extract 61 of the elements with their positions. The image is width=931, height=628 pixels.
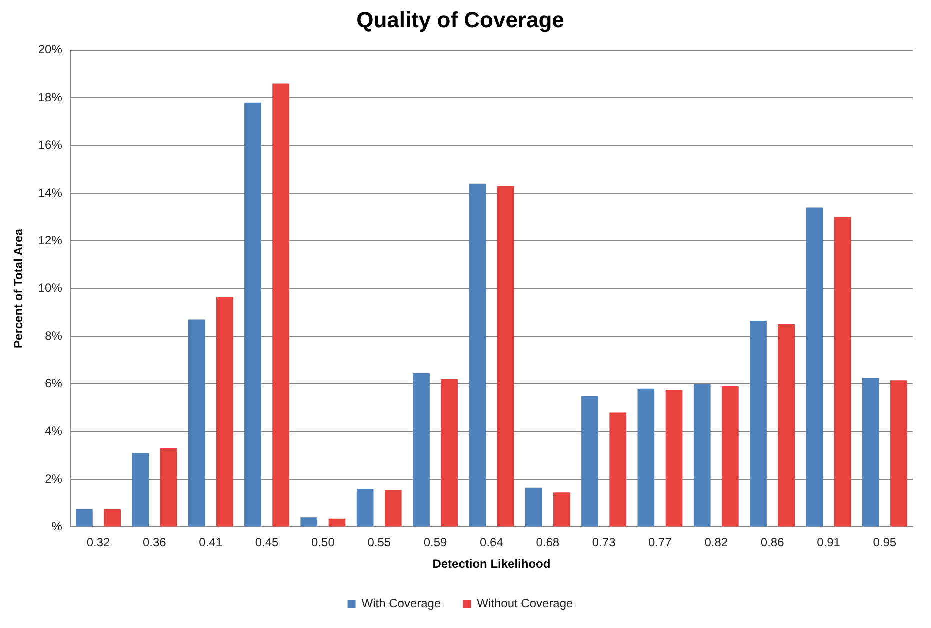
legend-label: With Coverage bbox=[362, 596, 442, 610]
bar bbox=[104, 509, 121, 527]
x-tick-label: 0.86 bbox=[760, 536, 785, 550]
bar bbox=[834, 217, 852, 527]
x-tick-label: 0.64 bbox=[480, 536, 504, 550]
bar bbox=[497, 186, 514, 527]
bar bbox=[778, 324, 796, 527]
bar bbox=[216, 297, 234, 527]
x-tick-label: 0.45 bbox=[255, 536, 280, 550]
y-tick-label: % bbox=[52, 520, 63, 534]
y-tick-label: 14% bbox=[38, 186, 63, 200]
bar bbox=[610, 412, 627, 527]
y-tick-label: 6% bbox=[45, 376, 63, 390]
x-tick-label: 0.41 bbox=[199, 536, 223, 550]
x-tick-label: 0.95 bbox=[873, 536, 897, 550]
bar bbox=[722, 386, 739, 527]
bar bbox=[384, 490, 402, 527]
x-tick-label: 0.91 bbox=[817, 536, 841, 550]
x-axis-title: Detection Likelihood bbox=[432, 557, 551, 572]
bar bbox=[862, 378, 880, 527]
bar bbox=[413, 373, 430, 527]
bar bbox=[806, 208, 824, 527]
bar bbox=[160, 448, 178, 527]
bar bbox=[356, 489, 374, 527]
bar bbox=[300, 518, 318, 527]
bar bbox=[76, 509, 93, 527]
legend-label: Without Coverage bbox=[477, 596, 574, 610]
x-tick-label: 0.32 bbox=[86, 536, 111, 550]
bar bbox=[638, 388, 655, 527]
y-tick-label: 4% bbox=[45, 424, 63, 438]
bar bbox=[188, 320, 206, 527]
y-tick-label: 10% bbox=[38, 281, 63, 296]
bar bbox=[750, 320, 767, 527]
x-tick-label: 0.50 bbox=[312, 536, 336, 550]
x-tick-label: 0.77 bbox=[648, 536, 672, 550]
y-axis-title: Percent of Total Area bbox=[12, 228, 26, 348]
x-tick-label: 0.82 bbox=[704, 536, 728, 550]
bar bbox=[272, 84, 290, 527]
bar bbox=[582, 396, 598, 527]
bar bbox=[694, 384, 711, 527]
bar bbox=[441, 379, 458, 527]
y-tick-label: 8% bbox=[45, 328, 63, 343]
y-tick-label: 18% bbox=[38, 90, 63, 104]
y-tick-label: 16% bbox=[38, 138, 63, 152]
bar bbox=[469, 184, 486, 527]
x-tick-label: 0.68 bbox=[536, 536, 560, 550]
x-tick-label: 0.73 bbox=[592, 536, 616, 550]
bar bbox=[525, 488, 542, 527]
bar bbox=[328, 518, 346, 527]
x-tick-label: 0.59 bbox=[424, 536, 448, 550]
chart-title: Quality of Coverage bbox=[356, 7, 564, 32]
bar bbox=[244, 102, 262, 527]
bar bbox=[666, 390, 683, 527]
y-tick-label: 12% bbox=[38, 233, 63, 248]
x-tick-label: 0.55 bbox=[368, 536, 392, 550]
y-tick-label: 20% bbox=[38, 42, 63, 57]
x-tick-label: 0.36 bbox=[142, 536, 167, 550]
y-tick-label: 2% bbox=[45, 472, 63, 486]
bar bbox=[890, 380, 908, 527]
bar bbox=[554, 492, 570, 527]
bar bbox=[132, 453, 150, 527]
